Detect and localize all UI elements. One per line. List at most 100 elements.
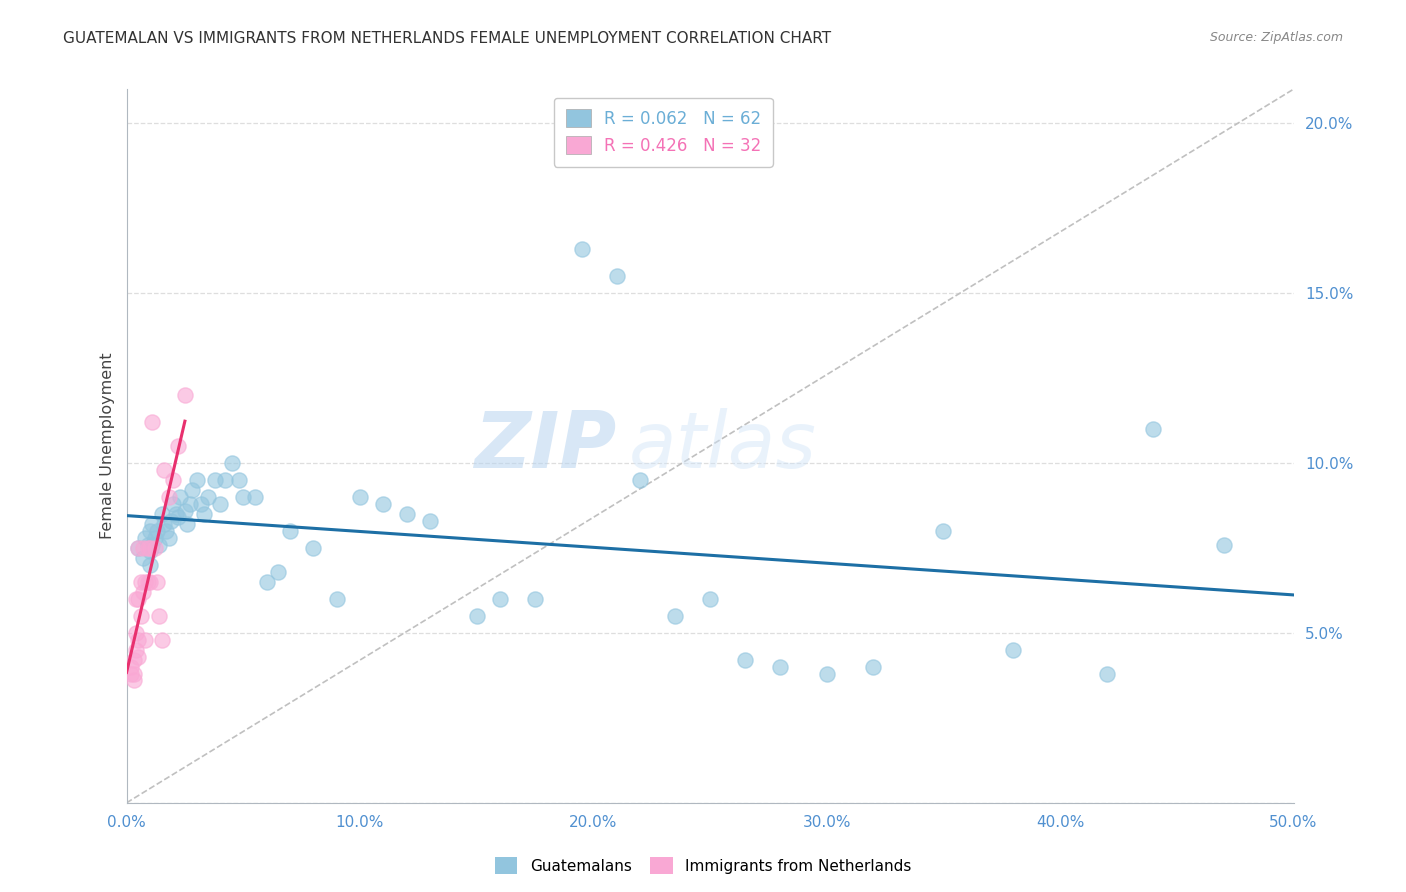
Point — [139, 544, 162, 558]
Point — [664, 608, 686, 623]
Point — [349, 490, 371, 504]
Point — [157, 490, 180, 504]
Point — [221, 456, 243, 470]
Point — [129, 574, 152, 589]
Point — [256, 574, 278, 589]
Point — [167, 439, 190, 453]
Point — [186, 473, 208, 487]
Point — [125, 643, 148, 657]
Point — [395, 507, 418, 521]
Point — [153, 463, 176, 477]
Point — [862, 660, 884, 674]
Point — [153, 517, 176, 532]
Point — [167, 510, 190, 524]
Point — [176, 517, 198, 532]
Point — [141, 415, 163, 429]
Point — [155, 524, 177, 538]
Point — [162, 497, 184, 511]
Point — [122, 653, 145, 667]
Point — [606, 269, 628, 284]
Point — [132, 551, 155, 566]
Point — [127, 541, 149, 555]
Point — [1212, 537, 1234, 551]
Point — [373, 497, 395, 511]
Point — [174, 388, 197, 402]
Point — [125, 591, 148, 606]
Point — [571, 242, 593, 256]
Legend: R = 0.062   N = 62, R = 0.426   N = 32: R = 0.062 N = 62, R = 0.426 N = 32 — [554, 97, 773, 167]
Point — [122, 673, 145, 688]
Point — [150, 507, 173, 521]
Point — [132, 585, 155, 599]
Point — [1002, 643, 1025, 657]
Point — [190, 497, 212, 511]
Point — [141, 517, 163, 532]
Point — [134, 531, 156, 545]
Point — [148, 537, 170, 551]
Point — [419, 514, 441, 528]
Point — [136, 541, 159, 555]
Point — [157, 531, 180, 545]
Point — [228, 473, 250, 487]
Point — [139, 574, 162, 589]
Point — [815, 666, 838, 681]
Point — [165, 507, 187, 521]
Text: ZIP: ZIP — [474, 408, 617, 484]
Point — [125, 626, 148, 640]
Point — [169, 490, 191, 504]
Point — [129, 608, 152, 623]
Point — [179, 497, 201, 511]
Point — [139, 558, 162, 572]
Point — [143, 541, 166, 555]
Point — [136, 574, 159, 589]
Point — [204, 473, 226, 487]
Point — [932, 524, 955, 538]
Point — [134, 632, 156, 647]
Point — [302, 541, 325, 555]
Point — [325, 591, 347, 606]
Text: GUATEMALAN VS IMMIGRANTS FROM NETHERLANDS FEMALE UNEMPLOYMENT CORRELATION CHART: GUATEMALAN VS IMMIGRANTS FROM NETHERLAND… — [63, 31, 831, 46]
Point — [489, 591, 512, 606]
Point — [127, 649, 149, 664]
Point — [197, 490, 219, 504]
Point — [150, 632, 173, 647]
Point — [132, 541, 155, 555]
Point — [146, 524, 169, 538]
Point — [628, 473, 651, 487]
Point — [523, 591, 546, 606]
Point — [127, 632, 149, 647]
Point — [243, 490, 266, 504]
Point — [465, 608, 488, 623]
Point — [174, 503, 197, 517]
Point — [148, 608, 170, 623]
Point — [139, 541, 162, 555]
Point — [136, 537, 159, 551]
Point — [139, 524, 162, 538]
Point — [160, 514, 183, 528]
Point — [699, 591, 721, 606]
Point — [278, 524, 301, 538]
Point — [134, 574, 156, 589]
Point — [193, 507, 215, 521]
Point — [143, 531, 166, 545]
Point — [267, 565, 290, 579]
Point — [141, 537, 163, 551]
Point — [120, 660, 142, 674]
Point — [208, 497, 231, 511]
Point — [162, 473, 184, 487]
Point — [1142, 422, 1164, 436]
Text: atlas: atlas — [628, 408, 817, 484]
Point — [180, 483, 202, 498]
Legend: Guatemalans, Immigrants from Netherlands: Guatemalans, Immigrants from Netherlands — [488, 851, 918, 880]
Point — [769, 660, 792, 674]
Point — [122, 666, 145, 681]
Point — [127, 591, 149, 606]
Point — [120, 666, 142, 681]
Point — [127, 541, 149, 555]
Point — [232, 490, 254, 504]
Y-axis label: Female Unemployment: Female Unemployment — [100, 352, 115, 540]
Point — [1095, 666, 1118, 681]
Point — [734, 653, 756, 667]
Point — [146, 574, 169, 589]
Text: Source: ZipAtlas.com: Source: ZipAtlas.com — [1209, 31, 1343, 45]
